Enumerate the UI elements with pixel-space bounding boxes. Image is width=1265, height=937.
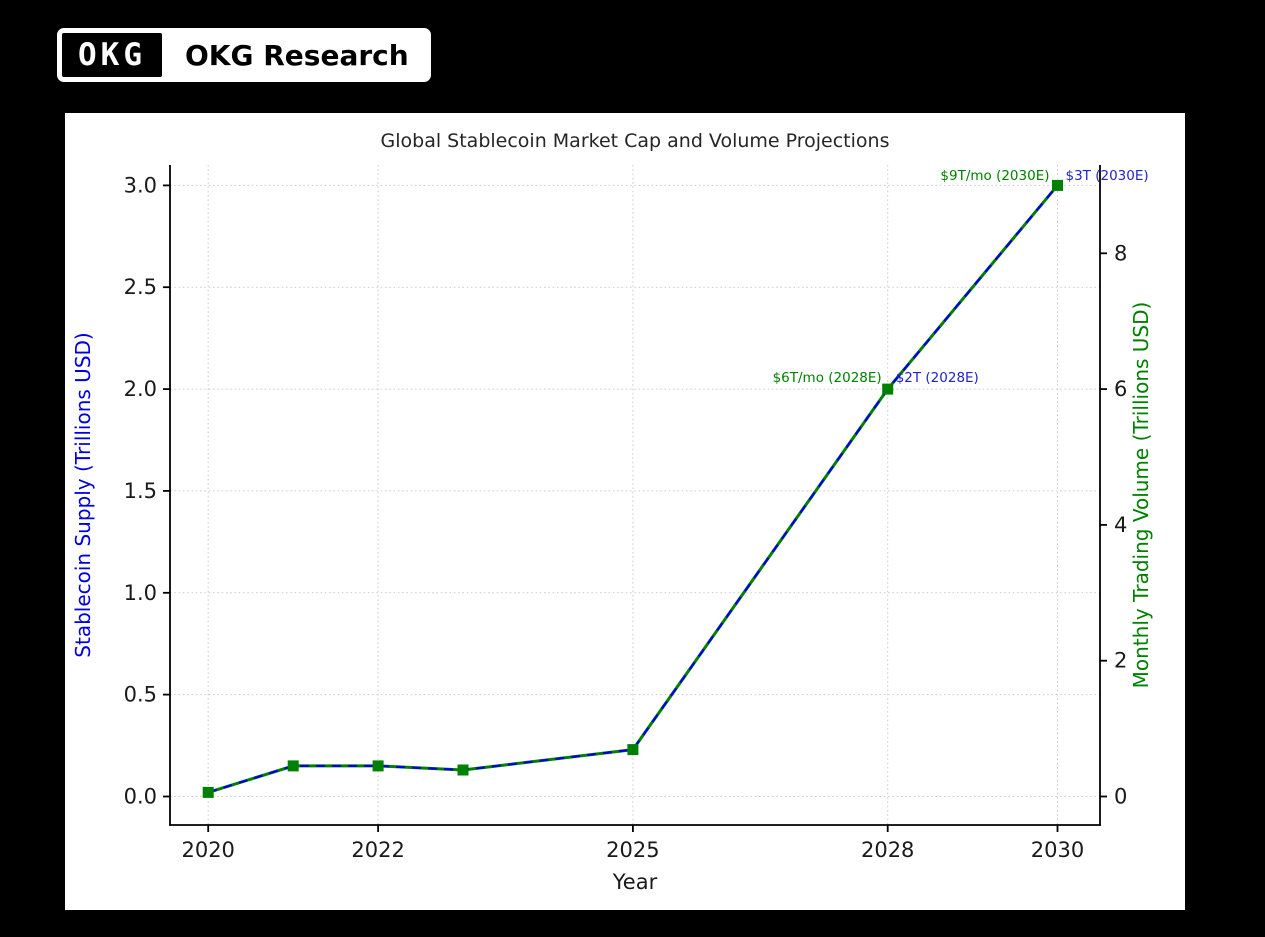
svg-text:$6T/mo (2028E): $6T/mo (2028E): [773, 370, 882, 386]
svg-text:Year: Year: [612, 870, 658, 894]
svg-text:2020: 2020: [181, 838, 234, 862]
svg-text:Monthly Trading Volume (Trilli: Monthly Trading Volume (Trillions USD): [1129, 302, 1153, 689]
svg-text:2.0: 2.0: [124, 377, 157, 401]
svg-text:$9T/mo (2030E): $9T/mo (2030E): [940, 168, 1049, 184]
svg-text:2: 2: [1114, 649, 1127, 673]
svg-text:2028: 2028: [861, 838, 914, 862]
svg-text:1.5: 1.5: [124, 479, 157, 503]
svg-text:Stablecoin Supply (Trillions U: Stablecoin Supply (Trillions USD): [71, 332, 95, 657]
stablecoin-projection-chart: 2020 2022 2025 2028 2030 0.0 0.5 1.0 1.5 2.0 2.5 3.…: [71, 130, 1153, 894]
chart-panel: 2020 2022 2025 2028 2030 0.0 0.5 1.0 1.5 2.0 2.5 3.…: [65, 113, 1185, 910]
svg-text:4: 4: [1114, 513, 1127, 537]
svg-text:2030: 2030: [1031, 838, 1084, 862]
brand-badge: OKG OKG Research: [57, 28, 431, 82]
svg-text:$3T (2030E): $3T (2030E): [1066, 168, 1149, 184]
okg-logo: OKG: [59, 30, 165, 80]
svg-text:$2T (2028E): $2T (2028E): [896, 370, 979, 386]
svg-text:Global Stablecoin Market Cap a: Global Stablecoin Market Cap and Volume …: [381, 130, 890, 152]
svg-text:2025: 2025: [606, 838, 659, 862]
okg-logo-text: OKG: [78, 37, 146, 73]
svg-text:2022: 2022: [351, 838, 404, 862]
svg-text:0.0: 0.0: [124, 785, 157, 809]
svg-text:8: 8: [1114, 241, 1127, 265]
svg-text:0: 0: [1114, 785, 1127, 809]
svg-text:3.0: 3.0: [124, 173, 157, 197]
svg-text:2.5: 2.5: [124, 275, 157, 299]
svg-text:6: 6: [1114, 377, 1127, 401]
svg-text:1.0: 1.0: [124, 581, 157, 605]
brand-name: OKG Research: [185, 38, 409, 72]
svg-text:0.5: 0.5: [124, 683, 157, 707]
